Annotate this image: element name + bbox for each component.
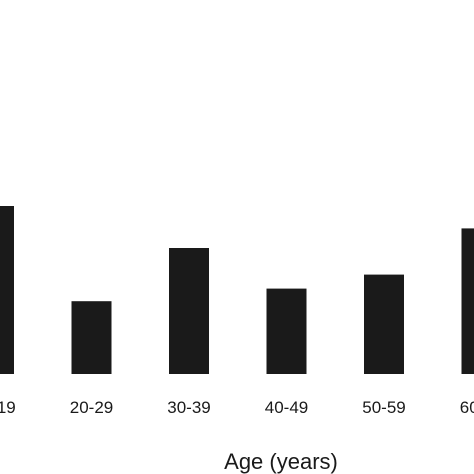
bar-40-49 (266, 288, 307, 374)
bar-50-59 (364, 274, 404, 374)
x-tick-label: 30-39 (167, 398, 210, 417)
bar-30-39 (169, 248, 209, 374)
x-axis-title: Age (years) (224, 449, 338, 474)
x-tick-label: 60-69 (460, 398, 474, 417)
bar-60-69 (461, 228, 474, 374)
bar-10-19 (0, 206, 14, 374)
x-tick-label: 40-49 (265, 398, 308, 417)
bar-20-29 (71, 301, 112, 374)
bars-group (0, 206, 474, 374)
x-tick-label: 50-59 (362, 398, 405, 417)
x-tick-labels: 10-19 20-29 30-39 40-49 50-59 60-69 (0, 398, 474, 417)
x-tick-label: 20-29 (70, 398, 113, 417)
x-tick-label: 10-19 (0, 398, 16, 417)
